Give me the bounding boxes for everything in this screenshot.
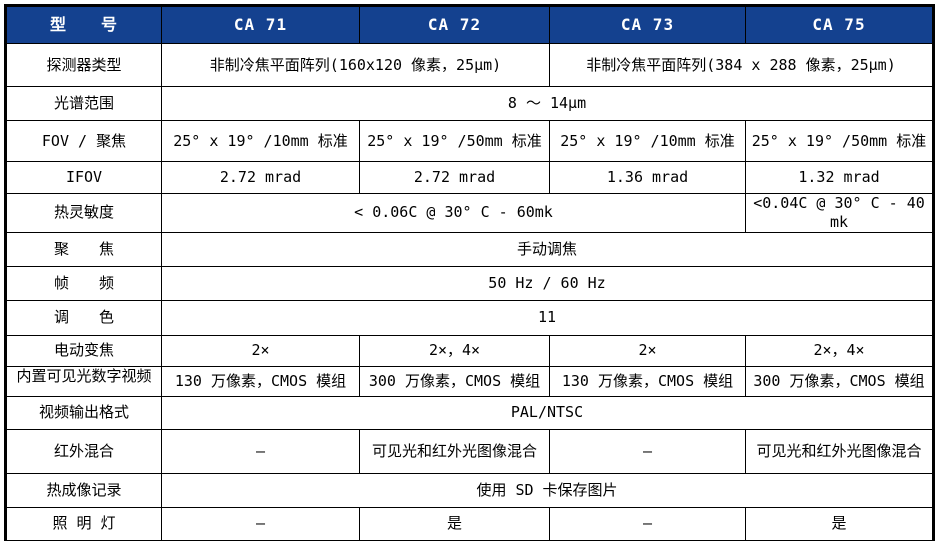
- value-cell: –: [549, 506, 746, 541]
- row-label: 热灵敏度: [5, 193, 162, 233]
- value-cell: 2×，4×: [745, 334, 934, 367]
- value-cell: 2×: [161, 334, 360, 367]
- header-row-label: 型 号: [5, 5, 162, 44]
- table-row: 光谱范围 8 ～ 14μm: [5, 86, 934, 121]
- value-cell: 2×: [549, 334, 746, 367]
- row-label: 视频输出格式: [5, 395, 162, 430]
- value-cell: PAL/NTSC: [161, 395, 934, 430]
- value-cell: –: [549, 428, 746, 474]
- value-cell: 25° x 19° /50mm 标准: [359, 120, 550, 162]
- table-row: 调 色 11: [5, 299, 934, 336]
- value-cell: 25° x 19° /50mm 标准: [745, 120, 934, 162]
- value-cell: 300 万像素，CMOS 模组: [745, 365, 934, 397]
- value-cell: 可见光和红外光图像混合: [745, 428, 934, 474]
- row-label: IFOV: [5, 161, 162, 194]
- table-row: 探测器类型 非制冷焦平面阵列(160x120 像素，25μm) 非制冷焦平面阵列(3…: [5, 43, 934, 87]
- header-model-ca-71: CA 71: [161, 5, 360, 44]
- table-row: 照 明 灯 – 是 – 是: [5, 506, 934, 541]
- value-cell: 130 万像素，CMOS 模组: [549, 365, 746, 397]
- value-cell: –: [161, 428, 360, 474]
- row-label: 热成像记录: [5, 472, 162, 508]
- value-cell: 130 万像素，CMOS 模组: [161, 365, 360, 397]
- table-row: 红外混合 – 可见光和红外光图像混合 – 可见光和红外光图像混合: [5, 428, 934, 474]
- table-row: 电动变焦 2× 2×，4× 2× 2×，4×: [5, 334, 934, 367]
- value-cell: <0.04C @ 30° C - 40mk: [745, 193, 934, 233]
- table-row: 帧 频 50 Hz / 60 Hz: [5, 265, 934, 301]
- value-cell: 50 Hz / 60 Hz: [161, 265, 934, 301]
- row-label: 调 色: [5, 299, 162, 336]
- value-cell: 2.72 mrad: [161, 161, 360, 194]
- value-cell: –: [161, 506, 360, 541]
- table-row: 内置可见光数字视频 130 万像素，CMOS 模组 300 万像素，CMOS 模组 1…: [5, 365, 934, 397]
- header-model-ca-73: CA 73: [549, 5, 746, 44]
- value-cell: 8 ～ 14μm: [161, 86, 934, 121]
- table-row: 视频输出格式 PAL/NTSC: [5, 395, 934, 430]
- row-label: 电动变焦: [5, 334, 162, 367]
- value-cell: 25° x 19° /10mm 标准: [161, 120, 360, 162]
- row-label: 照 明 灯: [5, 506, 162, 541]
- row-label: FOV / 聚焦: [5, 120, 162, 162]
- row-label: 探测器类型: [5, 43, 162, 87]
- value-cell: 1.36 mrad: [549, 161, 746, 194]
- value-cell: 是: [745, 506, 934, 541]
- table-header-row: 型 号 CA 71 CA 72 CA 73 CA 75: [5, 5, 934, 44]
- row-label: 红外混合: [5, 428, 162, 474]
- value-cell: 1.32 mrad: [745, 161, 934, 194]
- row-label-clipped-text: 内置可见光数字视频: [16, 366, 152, 385]
- value-cell: 11: [161, 299, 934, 336]
- spec-table-body: 探测器类型 非制冷焦平面阵列(160x120 像素，25μm) 非制冷焦平面阵列(3…: [5, 43, 934, 541]
- table-row: IFOV 2.72 mrad 2.72 mrad 1.36 mrad 1.32 mrad: [5, 161, 934, 194]
- row-label: 光谱范围: [5, 86, 162, 121]
- spec-table: 型 号 CA 71 CA 72 CA 73 CA 75 探测器类型 非制冷焦平面阵列(16…: [4, 4, 935, 541]
- value-cell: 使用 SD 卡保存图片: [161, 472, 934, 508]
- value-cell: 300 万像素，CMOS 模组: [359, 365, 550, 397]
- row-label: 聚 焦: [5, 231, 162, 267]
- value-cell: 是: [359, 506, 550, 541]
- table-row: 热灵敏度 < 0.06C @ 30° C - 60mk <0.04C @ 30° C…: [5, 193, 934, 233]
- value-cell: 25° x 19° /10mm 标准: [549, 120, 746, 162]
- value-cell: < 0.06C @ 30° C - 60mk: [161, 193, 746, 233]
- value-cell: 2.72 mrad: [359, 161, 550, 194]
- value-cell: 非制冷焦平面阵列(160x120 像素，25μm): [161, 43, 550, 87]
- row-label: 内置可见光数字视频: [5, 365, 162, 397]
- header-model-ca-75: CA 75: [745, 5, 934, 44]
- header-model-ca-72: CA 72: [359, 5, 550, 44]
- table-row: FOV / 聚焦 25° x 19° /10mm 标准 25° x 19° /50m…: [5, 120, 934, 162]
- table-row: 聚 焦手动调焦: [5, 231, 934, 267]
- table-row: 热成像记录 使用 SD 卡保存图片: [5, 472, 934, 508]
- spec-sheet-page: 型 号 CA 71 CA 72 CA 73 CA 75 探测器类型 非制冷焦平面阵列(16…: [0, 4, 936, 541]
- value-cell: 手动调焦: [161, 231, 934, 267]
- row-label: 帧 频: [5, 265, 162, 301]
- value-cell: 2×，4×: [359, 334, 550, 367]
- value-cell: 非制冷焦平面阵列(384 x 288 像素，25μm): [549, 43, 934, 87]
- value-cell: 可见光和红外光图像混合: [359, 428, 550, 474]
